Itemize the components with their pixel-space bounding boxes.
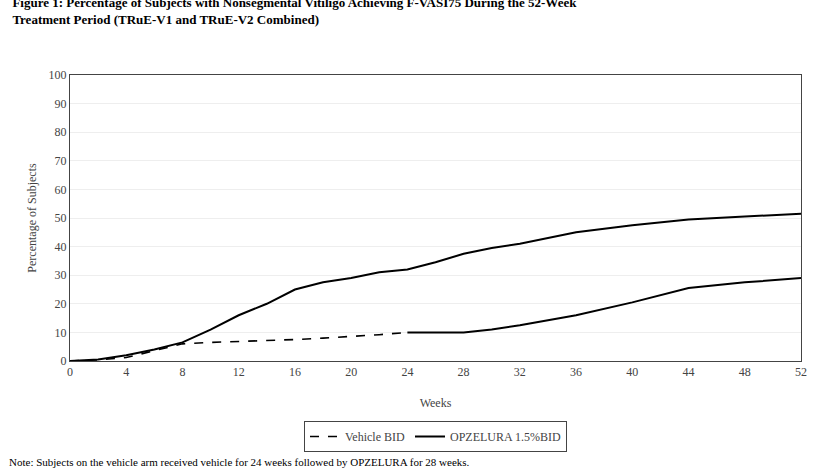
svg-text:90: 90 bbox=[55, 97, 67, 111]
svg-text:Vehicle BID: Vehicle BID bbox=[345, 430, 405, 444]
svg-text:8: 8 bbox=[179, 365, 185, 379]
svg-text:50: 50 bbox=[55, 211, 67, 225]
svg-text:4: 4 bbox=[123, 365, 129, 379]
svg-text:52: 52 bbox=[795, 365, 807, 379]
svg-text:0: 0 bbox=[61, 354, 67, 368]
svg-text:10: 10 bbox=[55, 326, 67, 340]
svg-text:80: 80 bbox=[55, 125, 67, 139]
svg-text:Percentage of Subjects: Percentage of Subjects bbox=[25, 163, 39, 273]
svg-text:16: 16 bbox=[289, 365, 301, 379]
svg-text:OPZELURA 1.5%BID: OPZELURA 1.5%BID bbox=[450, 430, 561, 444]
svg-text:28: 28 bbox=[458, 365, 470, 379]
svg-text:20: 20 bbox=[345, 365, 357, 379]
svg-text:40: 40 bbox=[55, 240, 67, 254]
svg-text:32: 32 bbox=[514, 365, 526, 379]
svg-text:48: 48 bbox=[739, 365, 751, 379]
svg-text:100: 100 bbox=[49, 68, 67, 82]
svg-text:44: 44 bbox=[683, 365, 695, 379]
svg-text:Note: Subjects on the vehicle: Note: Subjects on the vehicle arm receiv… bbox=[9, 456, 470, 468]
svg-text:60: 60 bbox=[55, 183, 67, 197]
svg-text:24: 24 bbox=[401, 365, 413, 379]
svg-text:70: 70 bbox=[55, 154, 67, 168]
svg-text:0: 0 bbox=[67, 365, 73, 379]
svg-text:36: 36 bbox=[570, 365, 582, 379]
svg-text:Figure 1: Percentage of Subjec: Figure 1: Percentage of Subjects with No… bbox=[12, 0, 577, 27]
svg-text:20: 20 bbox=[55, 297, 67, 311]
svg-text:Weeks: Weeks bbox=[420, 396, 452, 410]
svg-text:30: 30 bbox=[55, 268, 67, 282]
svg-text:12: 12 bbox=[233, 365, 245, 379]
svg-text:40: 40 bbox=[626, 365, 638, 379]
